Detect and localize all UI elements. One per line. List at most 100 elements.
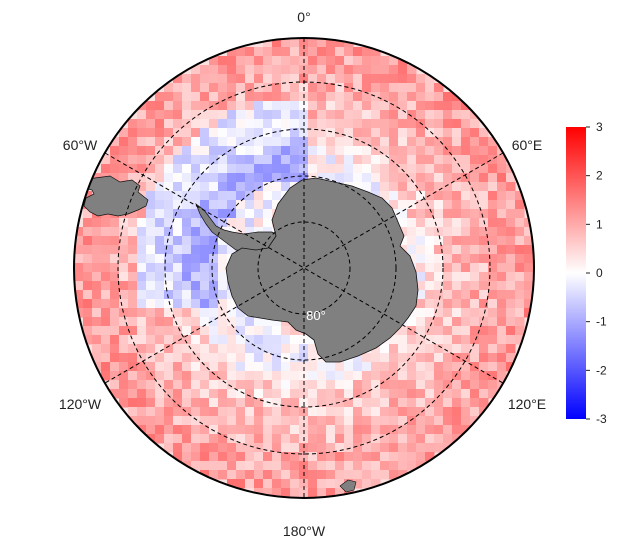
anomaly-pixel: [101, 308, 111, 318]
anomaly-pixel: [425, 128, 435, 138]
anomaly-pixel: [407, 74, 417, 84]
anomaly-pixel: [101, 299, 111, 309]
anomaly-pixel: [110, 236, 120, 246]
anomaly-pixel: [461, 398, 471, 408]
anomaly-pixel: [317, 110, 327, 120]
anomaly-pixel: [470, 200, 480, 210]
anomaly-pixel: [389, 452, 399, 462]
anomaly-pixel: [443, 281, 453, 291]
anomaly-pixel: [227, 308, 237, 318]
anomaly-pixel: [254, 380, 264, 390]
anomaly-pixel: [173, 407, 183, 417]
anomaly-pixel: [416, 452, 426, 462]
anomaly-pixel: [200, 326, 210, 336]
anomaly-pixel: [218, 155, 228, 165]
anomaly-pixel: [128, 281, 138, 291]
anomaly-pixel: [452, 236, 462, 246]
anomaly-pixel: [389, 119, 399, 129]
anomaly-pixel: [335, 407, 345, 417]
anomaly-pixel: [479, 380, 489, 390]
anomaly-pixel: [362, 47, 372, 57]
anomaly-pixel: [524, 263, 534, 273]
anomaly-pixel: [227, 389, 237, 399]
anomaly-pixel: [362, 173, 372, 183]
colorbar-tick-label: -1: [596, 315, 607, 329]
anomaly-pixel: [200, 83, 210, 93]
anomaly-pixel: [308, 65, 318, 75]
anomaly-pixel: [326, 137, 336, 147]
anomaly-pixel: [101, 335, 111, 345]
anomaly-pixel: [326, 371, 336, 381]
anomaly-pixel: [200, 254, 210, 264]
anomaly-pixel: [137, 155, 147, 165]
anomaly-pixel: [434, 407, 444, 417]
anomaly-pixel: [443, 425, 453, 435]
anomaly-pixel: [461, 218, 471, 228]
anomaly-pixel: [164, 83, 174, 93]
anomaly-pixel: [389, 128, 399, 138]
anomaly-pixel: [182, 290, 192, 300]
anomaly-pixel: [425, 308, 435, 318]
anomaly-pixel: [236, 344, 246, 354]
anomaly-pixel: [146, 110, 156, 120]
anomaly-pixel: [236, 110, 246, 120]
anomaly-pixel: [164, 443, 174, 453]
anomaly-pixel: [263, 83, 273, 93]
anomaly-pixel: [425, 425, 435, 435]
anomaly-pixel: [218, 173, 228, 183]
anomaly-pixel: [263, 218, 273, 228]
anomaly-pixel: [371, 389, 381, 399]
anomaly-pixel: [209, 245, 219, 255]
anomaly-pixel: [182, 299, 192, 309]
anomaly-pixel: [209, 200, 219, 210]
anomaly-pixel: [326, 101, 336, 111]
anomaly-pixel: [497, 227, 507, 237]
anomaly-pixel: [497, 191, 507, 201]
anomaly-pixel: [272, 83, 282, 93]
anomaly-pixel: [344, 83, 354, 93]
anomaly-pixel: [245, 443, 255, 453]
anomaly-pixel: [92, 236, 102, 246]
anomaly-pixel: [425, 74, 435, 84]
anomaly-pixel: [101, 371, 111, 381]
anomaly-pixel: [245, 416, 255, 426]
anomaly-pixel: [146, 155, 156, 165]
anomaly-pixel: [218, 425, 228, 435]
anomaly-pixel: [155, 326, 165, 336]
anomaly-pixel: [92, 227, 102, 237]
anomaly-pixel: [137, 335, 147, 345]
anomaly-pixel: [209, 290, 219, 300]
anomaly-pixel: [326, 425, 336, 435]
anomaly-pixel: [245, 137, 255, 147]
anomaly-pixel: [155, 299, 165, 309]
anomaly-pixel: [182, 191, 192, 201]
anomaly-pixel: [92, 263, 102, 273]
anomaly-pixel: [470, 164, 480, 174]
anomaly-pixel: [227, 110, 237, 120]
anomaly-pixel: [245, 326, 255, 336]
anomaly-pixel: [272, 416, 282, 426]
anomaly-pixel: [119, 155, 129, 165]
anomaly-pixel: [227, 443, 237, 453]
anomaly-pixel: [398, 110, 408, 120]
anomaly-pixel: [227, 137, 237, 147]
anomaly-pixel: [146, 227, 156, 237]
anomaly-pixel: [371, 362, 381, 372]
anomaly-pixel: [353, 425, 363, 435]
anomaly-pixel: [92, 281, 102, 291]
anomaly-pixel: [263, 380, 273, 390]
anomaly-pixel: [479, 155, 489, 165]
anomaly-pixel: [110, 173, 120, 183]
anomaly-pixel: [371, 164, 381, 174]
anomaly-pixel: [353, 164, 363, 174]
anomaly-pixel: [425, 209, 435, 219]
anomaly-pixel: [434, 182, 444, 192]
anomaly-pixel: [119, 245, 129, 255]
anomaly-pixel: [434, 344, 444, 354]
anomaly-pixel: [218, 56, 228, 66]
anomaly-pixel: [371, 416, 381, 426]
anomaly-pixel: [218, 74, 228, 84]
anomaly-pixel: [479, 272, 489, 282]
anomaly-pixel: [110, 164, 120, 174]
anomaly-pixel: [479, 281, 489, 291]
